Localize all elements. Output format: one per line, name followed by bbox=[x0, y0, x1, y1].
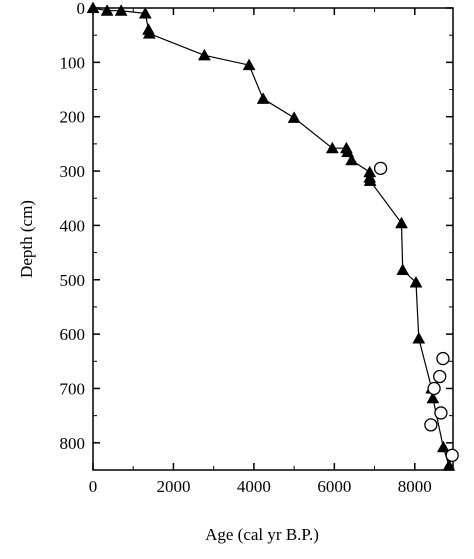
y-tick-label: 100 bbox=[60, 53, 86, 72]
y-axis-title: Depth (cm) bbox=[17, 200, 36, 278]
x-tick-label: 0 bbox=[89, 477, 98, 496]
series-line bbox=[92, 7, 450, 466]
x-tick-label: 6000 bbox=[317, 477, 351, 496]
y-tick-label: 500 bbox=[60, 271, 86, 290]
data-point-circle bbox=[373, 161, 388, 175]
data-point-circle bbox=[433, 369, 447, 384]
x-tick-label: 4000 bbox=[237, 477, 271, 496]
data-point-triangle bbox=[345, 153, 359, 166]
y-tick-label: 200 bbox=[60, 108, 86, 127]
data-point-circle bbox=[434, 406, 448, 420]
data-point-triangle bbox=[114, 4, 128, 16]
data-point-triangle bbox=[426, 391, 440, 404]
y-axis-ticks: 0 100 200 300 400 500 600 700 800 bbox=[60, 0, 453, 471]
data-point-triangle bbox=[256, 92, 270, 104]
data-point-triangle bbox=[395, 216, 408, 229]
data-point-triangle bbox=[341, 145, 355, 158]
data-point-triangle bbox=[86, 1, 100, 14]
x-axis-ticks: 0 2000 4000 6000 8000 bbox=[89, 8, 432, 496]
y-tick-label: 0 bbox=[77, 0, 86, 18]
data-point-triangle bbox=[242, 58, 256, 71]
data-point-circle bbox=[427, 381, 441, 396]
y-tick-label: 700 bbox=[60, 379, 86, 398]
x-axis-title: Age (cal yr B.P.) bbox=[205, 525, 319, 544]
data-point-triangle bbox=[412, 331, 426, 344]
data-point-triangle bbox=[197, 48, 211, 61]
data-point-triangle bbox=[442, 459, 456, 471]
y-tick-label: 300 bbox=[60, 162, 86, 181]
data-point-triangle bbox=[100, 4, 114, 16]
data-point-triangle bbox=[396, 263, 410, 276]
y-tick-label: 600 bbox=[60, 325, 86, 344]
data-point-circle bbox=[424, 418, 438, 432]
data-series bbox=[86, 1, 459, 471]
data-point-triangle bbox=[436, 440, 450, 453]
data-point-circle bbox=[445, 448, 459, 462]
y-tick-label: 400 bbox=[60, 216, 86, 235]
data-point-triangle bbox=[409, 275, 423, 288]
x-tick-label: 8000 bbox=[398, 477, 432, 496]
data-point-triangle bbox=[142, 27, 156, 39]
data-point-triangle bbox=[287, 111, 301, 123]
data-point-triangle bbox=[138, 6, 152, 19]
data-point-triangle bbox=[325, 141, 339, 154]
plot-frame bbox=[92, 7, 454, 471]
data-point-triangle bbox=[363, 174, 377, 186]
y-tick-label: 800 bbox=[60, 434, 86, 453]
x-tick-label: 2000 bbox=[156, 477, 190, 496]
data-point-circle bbox=[436, 351, 450, 366]
